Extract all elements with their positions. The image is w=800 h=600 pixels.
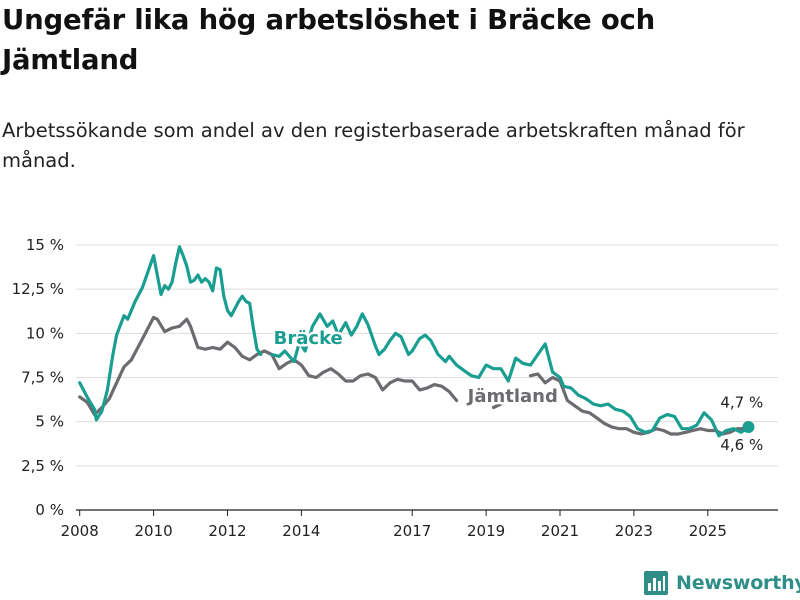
x-tick-label: 2023 (615, 522, 653, 540)
series-lines (78, 245, 755, 438)
series-label-bracke-text: Bräcke (274, 328, 343, 349)
line-chart: 0 %2,5 %5 %7,5 %10 %12,5 %15 % 2008 2010 2… (12, 236, 778, 540)
brand-name: Newsworthy (676, 572, 800, 594)
x-tick-label: 2008 (61, 522, 99, 540)
y-tick-label: 7,5 % (21, 369, 64, 387)
y-tick-label: 15 % (26, 236, 64, 254)
x-tick-label: 2017 (393, 522, 431, 540)
x-tick-label: 2025 (689, 522, 727, 540)
y-tick-label: 12,5 % (12, 280, 64, 298)
x-tick-label: 2010 (134, 522, 172, 540)
series-line-bracke (270, 312, 750, 438)
chart-title: Ungefär lika hög arbetslöshet i Bräcke o… (2, 4, 656, 76)
y-tick-label: 0 % (35, 501, 64, 519)
x-tick-label: 2021 (541, 522, 579, 540)
series-label-jamtland-halo: Jämtland (466, 386, 558, 407)
chart-subtitle: Arbetssökande som andel av den registerb… (2, 119, 745, 172)
y-tick-label: 10 % (26, 324, 64, 342)
bracke-end-point (742, 420, 755, 433)
last-value-bracke: 4,7 %4,7 % (718, 391, 766, 414)
series-line-bracke (78, 245, 263, 422)
gridlines (76, 244, 778, 511)
last-value-jamtland: 4,6 %4,6 % (718, 433, 766, 456)
last-value-bracke-text: 4,7 % (720, 394, 763, 412)
series-line-jamtland (78, 315, 459, 417)
series-label-jamtland-text: Jämtland (466, 386, 558, 407)
series-line-jamtland (491, 402, 503, 410)
y-tick-label: 2,5 % (21, 457, 64, 475)
bar-chart-logo-icon (644, 571, 668, 595)
x-tick-label: 2019 (467, 522, 505, 540)
brand: Newsworthy (644, 568, 800, 598)
x-tick-label: 2012 (208, 522, 246, 540)
last-value-bracke-halo: 4,7 % (720, 394, 763, 412)
last-value-jamtland-halo: 4,6 % (720, 436, 763, 454)
x-tick-label: 2014 (282, 522, 320, 540)
y-axis-ticks: 0 % 2,5 % 5 % 7,5 % 10 % 12,5 % 15 % (12, 236, 64, 519)
x-axis: 2008 2010 2012 2014 2017 2019 2021 2023 2025 (61, 510, 727, 540)
last-value-jamtland-text: 4,6 % (720, 436, 763, 454)
series-label-bracke-halo: Bräcke (274, 328, 343, 349)
y-tick-label: 5 % (35, 413, 64, 431)
